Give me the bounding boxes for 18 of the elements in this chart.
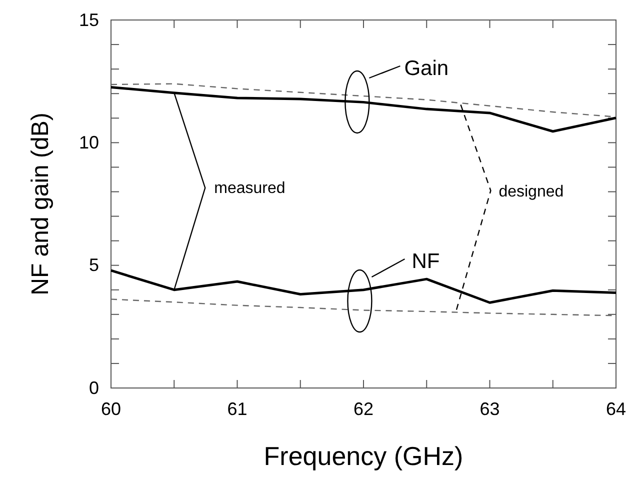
line-series xyxy=(110,83,617,118)
annotation: designed xyxy=(498,184,564,201)
x-axis-title: Frequency (GHz) xyxy=(264,441,464,471)
annotation: Gain xyxy=(404,57,449,80)
line-series xyxy=(110,269,618,304)
y-tick-label: 0 xyxy=(88,378,99,398)
y-tick-label: 15 xyxy=(78,10,99,30)
x-tick-label: 63 xyxy=(480,398,500,419)
x-tick-label: 64 xyxy=(606,398,626,419)
y-tick-label: 10 xyxy=(78,132,99,152)
y-axis-title: NF and gain (dB) xyxy=(27,112,54,296)
x-tick-label: 60 xyxy=(100,398,122,419)
annotation: measured xyxy=(214,180,286,197)
line-series xyxy=(110,86,618,133)
annotation: NF xyxy=(412,250,440,273)
x-tick-label: 62 xyxy=(353,398,374,419)
y-tick-label: 5 xyxy=(88,255,99,276)
x-tick-label: 61 xyxy=(227,398,248,419)
